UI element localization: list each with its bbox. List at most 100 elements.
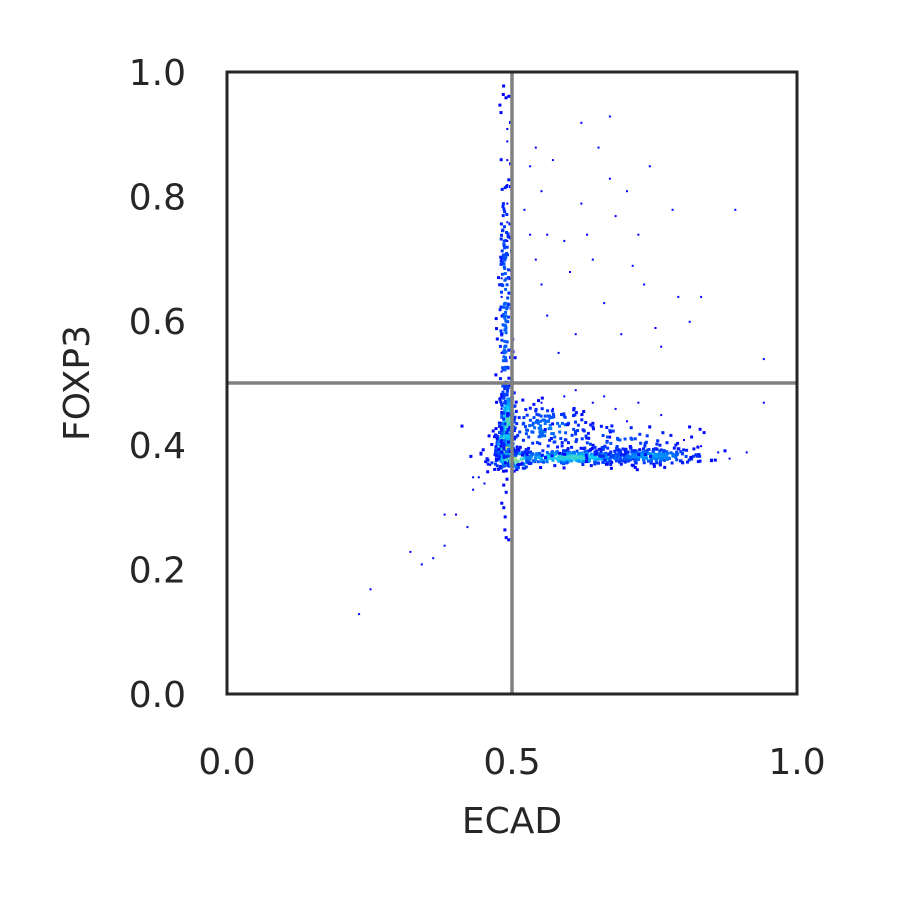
density-point (692, 447, 696, 451)
density-point (616, 454, 620, 458)
density-point (572, 408, 576, 412)
data-point (483, 482, 486, 485)
density-point (497, 457, 501, 461)
density-point (566, 458, 569, 462)
density-point (504, 450, 508, 454)
density-point (500, 249, 504, 253)
density-points (460, 84, 727, 542)
density-point (576, 423, 580, 427)
density-point (633, 437, 637, 441)
density-point (566, 423, 570, 427)
density-point (679, 450, 683, 454)
density-point (506, 412, 510, 416)
density-point (469, 454, 473, 458)
density-point (499, 377, 502, 381)
density-point (513, 426, 517, 430)
density-point (610, 424, 614, 428)
density-point (627, 454, 631, 458)
density-point (570, 459, 574, 463)
density-point (619, 458, 623, 462)
density-point (506, 405, 510, 409)
density-point (568, 459, 572, 463)
density-point (498, 431, 501, 434)
density-point (504, 239, 508, 243)
density-point (522, 463, 526, 466)
density-point (635, 468, 639, 472)
density-point (583, 450, 587, 454)
density-point (558, 454, 562, 458)
density-point (507, 303, 511, 307)
density-point (503, 387, 507, 391)
density-point (504, 536, 508, 540)
data-point (420, 563, 423, 566)
density-point (485, 457, 489, 461)
data-point (586, 233, 589, 236)
density-point (515, 445, 519, 449)
density-point (503, 225, 506, 229)
density-point (518, 445, 522, 449)
density-point (505, 283, 509, 287)
density-point (643, 453, 647, 456)
density-point (615, 445, 619, 448)
density-point (594, 461, 598, 465)
density-point (508, 447, 512, 451)
density-point (565, 454, 569, 458)
density-point (499, 237, 503, 241)
density-point (662, 458, 666, 462)
density-point (498, 424, 502, 428)
density-point (603, 458, 607, 462)
density-point (638, 448, 642, 452)
density-point (613, 449, 617, 453)
density-point (512, 429, 516, 432)
data-point (637, 233, 640, 236)
density-point (493, 435, 496, 439)
density-point (551, 432, 555, 436)
density-point (508, 348, 512, 352)
density-point (519, 462, 523, 466)
density-point (524, 465, 528, 469)
density-point (500, 501, 504, 505)
density-point (504, 96, 508, 100)
density-point (574, 440, 578, 444)
density-point (503, 344, 507, 348)
density-point (505, 231, 508, 234)
density-point (507, 538, 511, 542)
density-point (585, 441, 589, 445)
density-point (582, 447, 586, 451)
density-point (545, 451, 549, 455)
density-point (573, 457, 577, 460)
density-point (654, 458, 658, 461)
density-point (665, 441, 669, 445)
density-point (522, 416, 526, 420)
density-point (503, 401, 507, 405)
density-point (574, 411, 578, 415)
density-point (540, 407, 544, 411)
density-point (568, 451, 572, 455)
density-point (628, 445, 632, 448)
density-point (660, 457, 664, 461)
density-point (507, 399, 511, 403)
density-point (595, 452, 599, 456)
density-point (585, 451, 589, 455)
density-point (591, 421, 595, 425)
density-point (507, 376, 511, 380)
density-point (504, 453, 508, 457)
density-point (519, 452, 523, 456)
density-point (590, 447, 594, 450)
density-point (502, 411, 506, 415)
data-point (358, 613, 361, 616)
density-point (619, 462, 623, 466)
density-point (606, 446, 610, 450)
data-point (551, 159, 554, 162)
density-point (497, 276, 500, 280)
density-point (527, 461, 531, 465)
density-point (599, 424, 603, 428)
density-point (609, 455, 613, 459)
density-point (581, 456, 585, 460)
density-point (560, 413, 563, 416)
density-point (584, 434, 588, 438)
density-point (538, 451, 541, 455)
density-point (490, 443, 494, 446)
density-point (534, 407, 538, 411)
density-point (672, 446, 676, 450)
